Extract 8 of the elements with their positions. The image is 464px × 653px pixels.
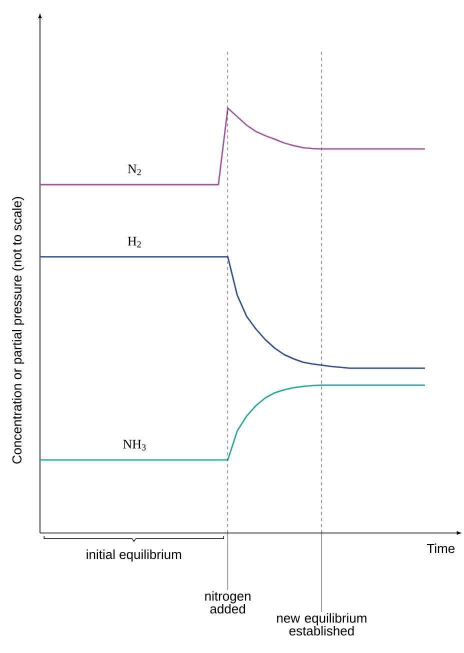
series-label: N$_{2}$ <box>128 164 141 176</box>
x-axis-title: Time <box>426 544 455 554</box>
series-label: NH$_{3}$ <box>123 440 146 450</box>
series-label: H$_{2}$ <box>128 236 141 248</box>
text: nitrogen added <box>205 591 250 614</box>
y-axis-title: Concentration or partial pressure (not to scale) <box>12 197 24 464</box>
text: initial equilibrium <box>86 550 182 562</box>
text: new equilibrium established <box>277 613 366 636</box>
